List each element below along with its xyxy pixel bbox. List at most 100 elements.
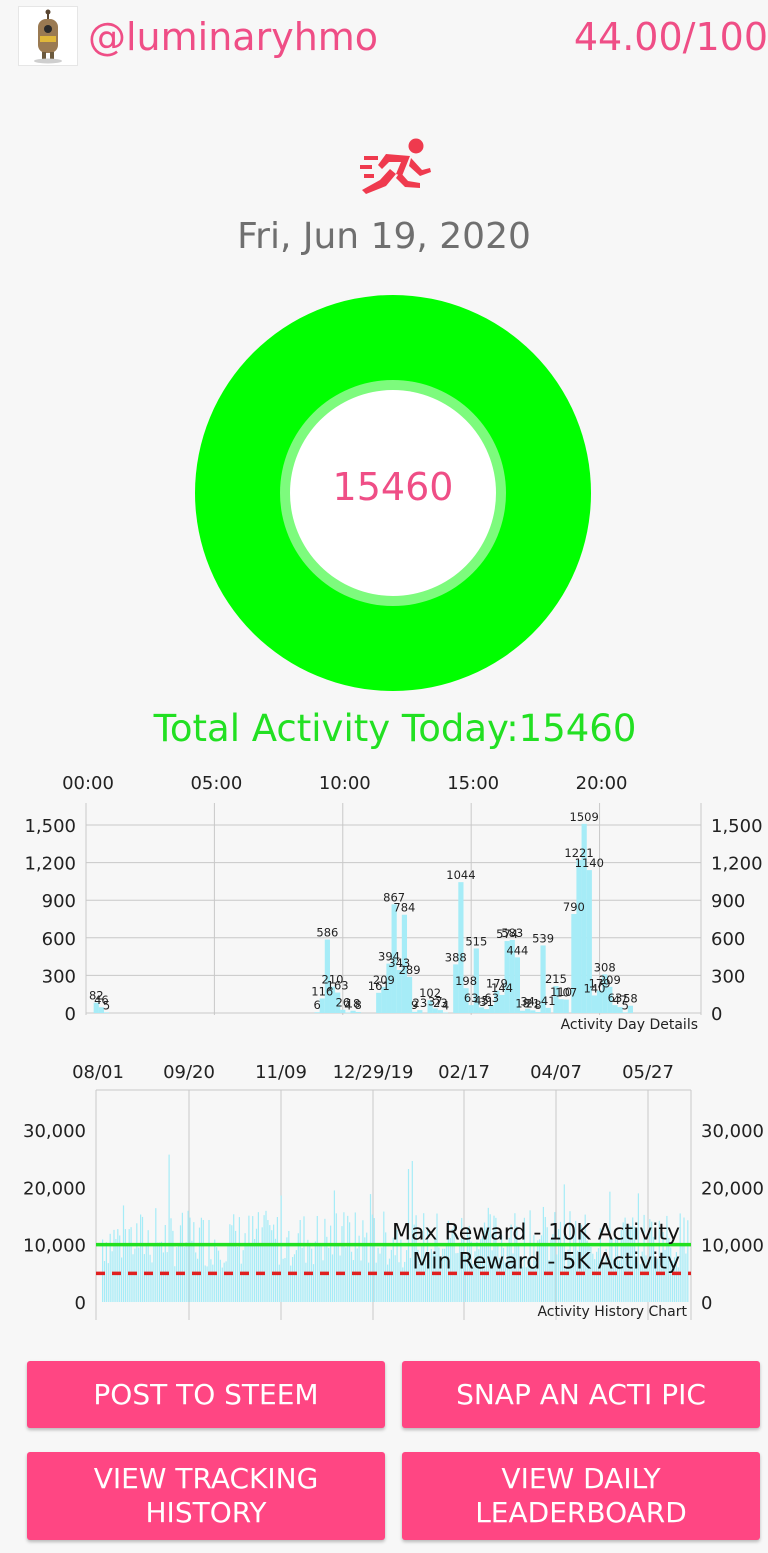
bar xyxy=(138,1247,140,1302)
bar xyxy=(235,1230,237,1302)
post-to-steem-button[interactable]: POST TO STEEM xyxy=(27,1361,385,1428)
bar xyxy=(379,1253,381,1302)
bar xyxy=(236,1246,239,1302)
bar xyxy=(558,1228,560,1302)
max-reward-label: Max Reward - 10K Activity xyxy=(392,1221,680,1246)
bar xyxy=(535,1260,537,1302)
bar xyxy=(155,1208,157,1302)
bar xyxy=(666,1215,668,1302)
bar xyxy=(451,1229,453,1302)
bar xyxy=(529,1210,531,1302)
bar xyxy=(250,1243,252,1302)
snap-acti-pic-button[interactable]: SNAP AN ACTI PIC xyxy=(402,1361,760,1428)
bar xyxy=(611,1238,613,1302)
y-tick-label: 0 xyxy=(701,1293,712,1314)
bar xyxy=(299,1220,301,1302)
bar xyxy=(330,1225,332,1302)
bar xyxy=(117,1229,119,1302)
bar xyxy=(343,1212,345,1302)
bar xyxy=(478,1007,485,1013)
x-tick-label: 20:00 xyxy=(576,773,628,794)
bar xyxy=(509,939,515,1013)
bar xyxy=(590,1246,592,1302)
bar xyxy=(571,1255,573,1302)
bar-value-label: 867 xyxy=(383,890,405,904)
bar xyxy=(586,1240,588,1302)
bar xyxy=(552,1234,554,1302)
y-tick-label: 30,000 xyxy=(23,1121,86,1142)
view-tracking-history-button[interactable]: VIEW TRACKING HISTORY xyxy=(27,1452,385,1540)
bar-value-label: 583 xyxy=(501,926,523,940)
bar xyxy=(617,1007,623,1013)
y-tick-label: 300 xyxy=(711,966,745,987)
bar xyxy=(483,1222,486,1302)
bar xyxy=(444,1248,446,1302)
bar xyxy=(654,1262,657,1302)
username[interactable]: @luminaryhmo xyxy=(88,15,379,59)
bar xyxy=(556,1254,558,1302)
bar-value-label: 210 xyxy=(322,973,344,987)
bar xyxy=(143,1254,145,1302)
leaderboard-button-label-2: LEADERBOARD xyxy=(475,1496,687,1529)
bar xyxy=(432,1252,434,1302)
bar xyxy=(653,1236,655,1302)
bar-value-label: 308 xyxy=(594,960,616,974)
bar xyxy=(271,1230,273,1302)
bar xyxy=(537,1240,539,1302)
bar xyxy=(103,1260,106,1302)
bar xyxy=(548,1260,550,1302)
y-tick-label: 20,000 xyxy=(701,1178,764,1199)
bar xyxy=(269,1225,271,1302)
y-tick-label: 10,000 xyxy=(23,1236,86,1257)
bar xyxy=(437,1010,443,1013)
snap-button-label: SNAP AN ACTI PIC xyxy=(456,1377,706,1411)
bar xyxy=(229,1224,231,1302)
bar xyxy=(487,1207,489,1302)
bar xyxy=(212,1264,214,1302)
bar xyxy=(335,992,341,1013)
bar-value-label: 144 xyxy=(491,981,513,995)
bar xyxy=(632,1217,634,1302)
bar xyxy=(329,986,336,1013)
bar-value-label: 161 xyxy=(368,979,390,993)
bar xyxy=(668,1238,670,1302)
avatar[interactable] xyxy=(18,6,78,66)
bar xyxy=(354,1212,356,1302)
bar xyxy=(301,1247,303,1302)
bar xyxy=(265,1210,267,1302)
x-tick-label: 02/17 xyxy=(438,1062,490,1083)
bar xyxy=(398,1262,400,1302)
bar xyxy=(231,1225,233,1302)
bar-value-label: 63 xyxy=(608,991,623,1005)
view-daily-leaderboard-button[interactable]: VIEW DAILY LEADERBOARD xyxy=(402,1452,760,1540)
bar xyxy=(242,1250,244,1302)
bar-value-label: 394 xyxy=(378,950,400,964)
bar xyxy=(440,1259,442,1302)
bar xyxy=(670,1247,672,1302)
bar-value-label: 6 xyxy=(313,998,320,1012)
bar xyxy=(591,995,598,1013)
bar xyxy=(607,1263,609,1302)
bar xyxy=(427,1000,433,1013)
bar xyxy=(166,1252,168,1302)
bar-value-label: 1140 xyxy=(575,856,604,870)
bar xyxy=(349,1222,351,1302)
bar xyxy=(219,1259,221,1302)
activity-ring xyxy=(195,295,591,691)
bar xyxy=(550,1238,552,1302)
ring-value: 15460 xyxy=(332,465,454,509)
bar xyxy=(580,1224,582,1302)
bar xyxy=(413,1224,415,1302)
bar xyxy=(613,1259,615,1302)
bar-value-label: 289 xyxy=(399,963,421,977)
bar xyxy=(225,1261,227,1302)
bar xyxy=(442,1012,449,1014)
bar xyxy=(417,1010,423,1013)
bar xyxy=(616,1239,619,1302)
bar-value-label: 58 xyxy=(623,992,638,1006)
bar-value-label: 198 xyxy=(455,974,477,988)
bar xyxy=(151,1262,153,1302)
post-button-label: POST TO STEEM xyxy=(93,1377,319,1411)
bar xyxy=(282,1258,284,1302)
bar xyxy=(345,1012,351,1014)
